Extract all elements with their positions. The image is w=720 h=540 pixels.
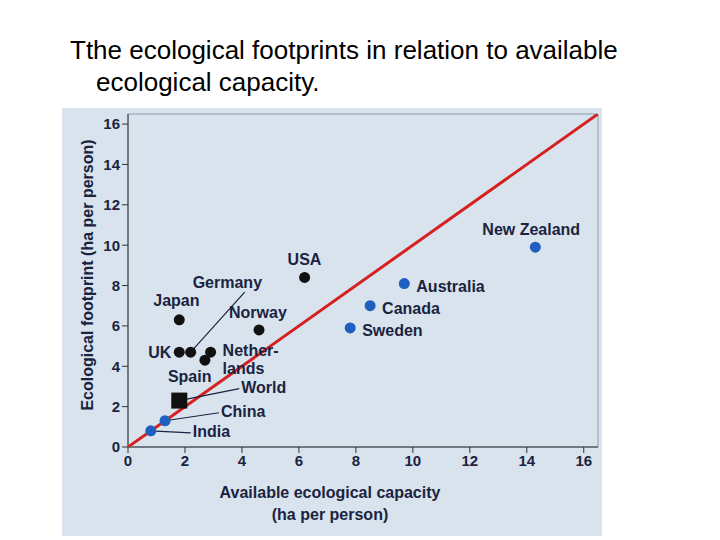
svg-text:4: 4 xyxy=(238,452,247,469)
html-text:Tthe ecological footprints in: Tthe ecological footprints in relation t… xyxy=(70,35,618,97)
svg-text:4: 4 xyxy=(112,358,121,375)
svg-text:Sweden: Sweden xyxy=(362,322,422,339)
svg-text:6: 6 xyxy=(295,452,303,469)
svg-text:12: 12 xyxy=(103,196,120,213)
svg-text:Japan: Japan xyxy=(153,292,199,309)
svg-text:Canada: Canada xyxy=(382,300,440,317)
svg-text:2: 2 xyxy=(112,398,120,415)
svg-text:Nether-lands: Nether-lands xyxy=(223,342,279,377)
svg-text:16: 16 xyxy=(575,452,592,469)
html-text:Ecological footprint (ha per p: Ecological footprint (ha per person) xyxy=(79,139,96,411)
svg-text:12: 12 xyxy=(461,452,478,469)
svg-text:0: 0 xyxy=(112,438,120,455)
html-text:Available ecological capacity: Available ecological capacity xyxy=(219,484,441,501)
svg-text:New Zealand: New Zealand xyxy=(482,221,580,238)
svg-text:14: 14 xyxy=(518,452,535,469)
svg-text:6: 6 xyxy=(112,317,120,334)
svg-text:2: 2 xyxy=(181,452,189,469)
svg-text:8: 8 xyxy=(112,277,120,294)
svg-text:India: India xyxy=(193,423,230,440)
svg-text:0: 0 xyxy=(124,452,132,469)
html-text:(ha per person): (ha per person) xyxy=(271,506,389,523)
svg-text:Spain: Spain xyxy=(168,368,212,385)
svg-text:World: World xyxy=(241,379,286,396)
svg-text:Norway: Norway xyxy=(229,304,287,321)
svg-text:14: 14 xyxy=(103,156,120,173)
svg-text:UK: UK xyxy=(148,344,172,361)
svg-text:Australia: Australia xyxy=(416,278,485,295)
svg-text:USA: USA xyxy=(288,251,322,268)
svg-text:10: 10 xyxy=(103,237,120,254)
svg-text:16: 16 xyxy=(103,115,120,132)
svg-text:8: 8 xyxy=(352,452,360,469)
svg-text:Germany: Germany xyxy=(193,274,262,291)
svg-text:China: China xyxy=(221,403,266,420)
svg-text:10: 10 xyxy=(405,452,422,469)
